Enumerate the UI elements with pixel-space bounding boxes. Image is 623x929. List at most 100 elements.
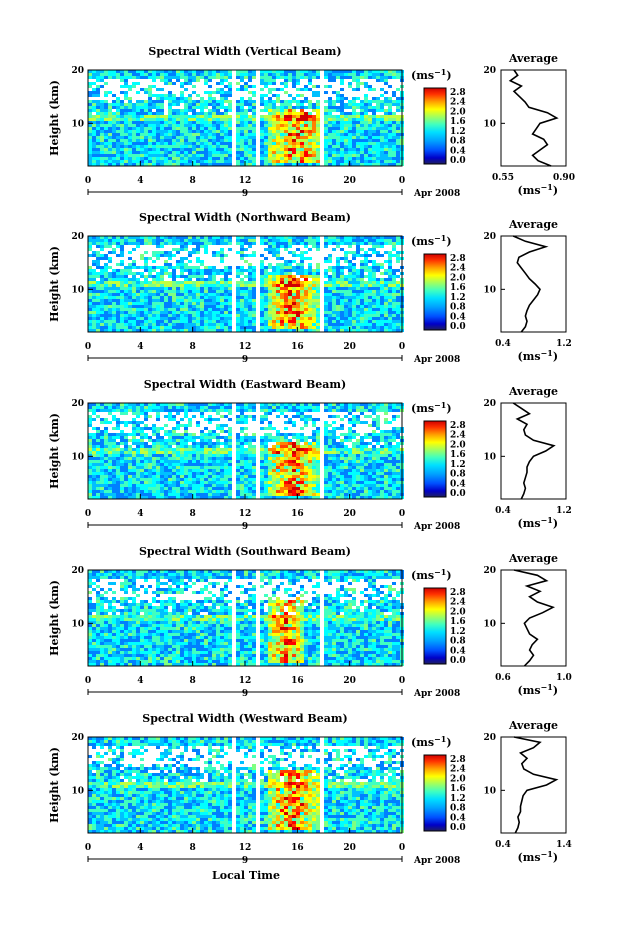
heatmap-cell [276, 293, 280, 296]
heatmap-cell [260, 82, 264, 85]
heatmap-cell [172, 430, 176, 433]
heatmap-cell [116, 136, 120, 139]
heatmap-cell [352, 157, 356, 160]
heatmap-cell [380, 88, 384, 91]
heatmap-cell [188, 136, 192, 139]
heatmap-cell [132, 248, 136, 251]
heatmap-cell [284, 248, 288, 251]
heatmap-cell [344, 148, 348, 151]
colorbar-tick-label: 0.0 [450, 156, 466, 166]
heatmap-cell [128, 299, 132, 302]
heatmap-cell [324, 302, 328, 305]
heatmap-cell [336, 148, 340, 151]
heatmap-cell [128, 466, 132, 469]
heatmap-cell [292, 76, 296, 79]
heatmap-cell [224, 100, 228, 103]
heatmap-cell [244, 317, 248, 320]
date-marker: 9 [242, 189, 248, 199]
heatmap-cell [100, 79, 104, 82]
heatmap-cell [292, 242, 296, 245]
heatmap-cell [160, 490, 164, 493]
heatmap-cell [160, 100, 164, 103]
heatmap-cell [284, 245, 288, 248]
heatmap-cell [328, 103, 332, 106]
heatmap-cell [200, 305, 204, 308]
heatmap-cell [304, 326, 308, 329]
heatmap-cell [388, 308, 392, 311]
heatmap-cell [136, 266, 140, 269]
heatmap-cell [300, 103, 304, 106]
heatmap-cell [264, 124, 268, 127]
heatmap-cell [124, 424, 128, 427]
heatmap-cell [124, 287, 128, 290]
heatmap-cell [364, 157, 368, 160]
heatmap-cell [272, 239, 276, 242]
heatmap-cell [300, 314, 304, 317]
heatmap-cell [200, 124, 204, 127]
heatmap-cell [196, 148, 200, 151]
heatmap-cell [300, 317, 304, 320]
heatmap-cell [160, 284, 164, 287]
heatmap-cell [312, 290, 316, 293]
heatmap-cell [280, 139, 284, 142]
heatmap-cell [224, 85, 228, 88]
heatmap-cell [172, 469, 176, 472]
heatmap-cell [116, 496, 120, 499]
heatmap-cell [276, 326, 280, 329]
heatmap-cell [372, 311, 376, 314]
heatmap-cell [216, 272, 220, 275]
heatmap-cell [352, 160, 356, 163]
heatmap-cell [168, 115, 172, 118]
heatmap-cell [240, 326, 244, 329]
heatmap-cell [176, 299, 180, 302]
heatmap-cell [216, 109, 220, 112]
heatmap-cell [120, 466, 124, 469]
heatmap-cell [228, 148, 232, 151]
heatmap-cell [96, 130, 100, 133]
heatmap-cell [276, 308, 280, 311]
heatmap-cell [268, 145, 272, 148]
heatmap-cell [368, 163, 372, 166]
heatmap-cell [164, 430, 168, 433]
heatmap-cell [348, 236, 352, 239]
heatmap-cell [396, 121, 400, 124]
heatmap-cell [356, 281, 360, 284]
heatmap-cell [212, 133, 216, 136]
heatmap-cell [236, 73, 240, 76]
heatmap-cell [380, 139, 384, 142]
heatmap-cell [184, 103, 188, 106]
heatmap-cell [184, 257, 188, 260]
heatmap-cell [328, 124, 332, 127]
heatmap-cell [148, 484, 152, 487]
heatmap-cell [132, 163, 136, 166]
heatmap-cell [104, 475, 108, 478]
heatmap-cell [168, 454, 172, 457]
heatmap-cell [108, 133, 112, 136]
heatmap-cell [96, 457, 100, 460]
heatmap-cell [300, 299, 304, 302]
heatmap-cell [168, 490, 172, 493]
heatmap-cell [136, 118, 140, 121]
heatmap-cell [96, 100, 100, 103]
heatmap-cell [224, 287, 228, 290]
heatmap-cell [116, 124, 120, 127]
heatmap-cell [192, 157, 196, 160]
heatmap-cell [272, 70, 276, 73]
heatmap-cell [156, 427, 160, 430]
heatmap-cell [168, 475, 172, 478]
heatmap-cell [344, 254, 348, 257]
heatmap-cell [368, 266, 372, 269]
heatmap-cell [132, 160, 136, 163]
heatmap-cell [144, 460, 148, 463]
heatmap-cell [176, 142, 180, 145]
heatmap-cell [128, 496, 132, 499]
heatmap-cell [176, 475, 180, 478]
heatmap-cell [348, 272, 352, 275]
heatmap-cell [372, 269, 376, 272]
heatmap-cell [388, 133, 392, 136]
heatmap-cell [196, 260, 200, 263]
heatmap-cell [196, 79, 200, 82]
heatmap-cell [96, 157, 100, 160]
heatmap-cell [360, 260, 364, 263]
heatmap-cell [100, 430, 104, 433]
